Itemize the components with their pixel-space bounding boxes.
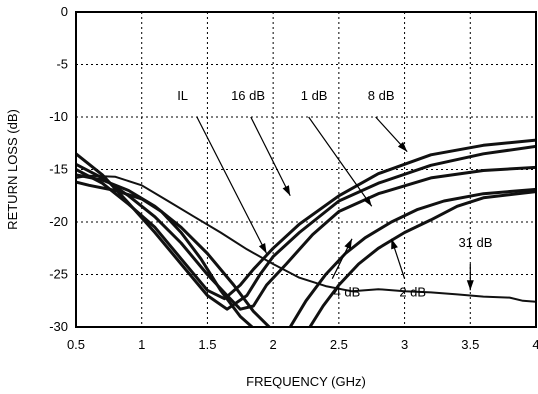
series-line-2-db [288,187,536,327]
x-tick-label: 3.5 [461,337,479,352]
annotation-label-il: IL [177,88,188,103]
annotation-arrow-1-db [308,116,373,207]
plot-frame [75,11,537,328]
y-tick-label: -25 [49,267,68,282]
x-tick-label: 3 [401,337,408,352]
x-tick-label: 2.5 [330,337,348,352]
annotation-arrow-16-db [250,116,291,197]
annotation-arrowhead-il [258,243,267,254]
annotation-label-8-db: 8 dB [368,88,395,103]
y-tick-labels: 0 -5 -10 -15 -20 -25 -30 [49,4,68,334]
series-line-1-db [76,144,536,311]
annotation-label-31-db: 31 dB [458,235,492,250]
series-annotations: IL 16 dB 1 dB 8 dB 4 dB 2 dB 31 dB [177,88,492,299]
y-axis-title: RETURN LOSS (dB) [5,109,20,230]
annotation-arrowhead-2-db [391,238,398,250]
data-series [76,138,536,327]
y-tick-label: -15 [49,162,68,177]
annotation-label-16-db: 16 dB [231,88,265,103]
grid-lines [76,12,536,327]
y-tick-label: -30 [49,319,68,334]
x-tick-label: 1 [138,337,145,352]
x-tick-label: 1.5 [198,337,216,352]
annotation-label-1-db: 1 dB [301,88,328,103]
y-tick-label: -5 [56,57,68,72]
x-tick-label: 2 [270,337,277,352]
x-tick-label: 4 [532,337,538,352]
annotation-arrowhead-31-db [466,280,474,291]
annotation-label-4-db: 4 dB [334,285,361,300]
y-tick-label: -10 [49,109,68,124]
x-tick-labels: 0.5 1 1.5 2 2.5 3 3.5 4 [67,337,538,352]
series-line-4-db [76,173,271,327]
annotation-arrowhead-16-db [282,185,291,196]
series-line-il [76,180,254,327]
x-axis-title: FREQUENCY (GHz) [246,374,366,389]
series-line-31-db [76,174,536,303]
annotation-arrowhead-8-db [397,141,408,152]
annotation-arrowhead-4-db [344,238,352,250]
y-tick-label: 0 [61,4,68,19]
x-tick-label: 0.5 [67,337,85,352]
series-line-8-db [76,162,536,311]
series-line-2-db [308,190,536,327]
annotation-arrowhead-1-db [363,196,372,207]
y-tick-label: -20 [49,214,68,229]
annotation-label-2-db: 2 dB [399,285,426,300]
series-line-16-db [76,138,536,301]
annotation-arrow-il [196,116,268,254]
